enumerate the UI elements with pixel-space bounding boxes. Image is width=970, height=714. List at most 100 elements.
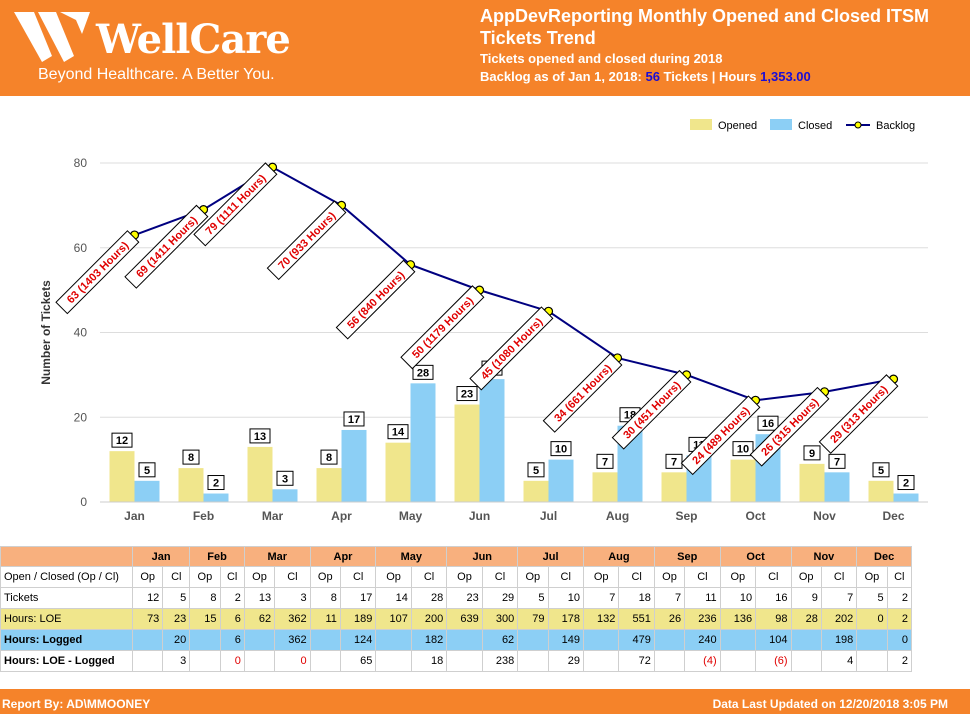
table-cell: 238 (481, 650, 519, 672)
x-tick-label: Dec (882, 509, 904, 523)
table-cell: 11 (309, 608, 341, 630)
legend-swatch-closed (770, 119, 792, 130)
table-cell: 362 (274, 629, 311, 651)
table-cell-empty (653, 629, 686, 651)
report-subtitle: Tickets opened and closed during 2018 (480, 51, 723, 66)
opened-data-label: 5 (533, 465, 539, 477)
backlog-callout: 79 (1111 Hours) (193, 162, 278, 247)
closed-bar (893, 493, 919, 502)
backlog-summary: Backlog as of Jan 1, 2018: 56 Tickets | … (480, 68, 960, 86)
table-row: Tickets 12 5 8 2 13 3 8 17 14 28 23 29 5 10 7 18 7 11 10 16 9… (0, 587, 913, 609)
x-tick-label: May (399, 509, 423, 523)
opened-data-label-box (456, 386, 478, 402)
opened-data-label: 23 (461, 389, 473, 401)
tickets-summary-table: Jan Feb Mar Apr May Jun Jul Aug Sep Oct Nov Dec Ope… (0, 546, 913, 672)
table-cell: 4 (820, 650, 858, 672)
opened-data-label: 5 (878, 465, 884, 477)
backlog-callout-box (124, 204, 209, 289)
backlog-callout-box (400, 285, 485, 370)
table-month-header: Dec (856, 546, 912, 567)
legend-label-backlog: Backlog (876, 120, 915, 132)
table-op-header: Op (582, 566, 620, 588)
table-cl-header: Cl (547, 566, 584, 588)
table-cell: 479 (618, 629, 655, 651)
table-cell-empty (856, 650, 888, 672)
table-cell: 28 (790, 608, 822, 630)
backlog-callout: 56 (840 Hours) (335, 259, 416, 340)
table-cell: 0 (274, 650, 311, 672)
table-cell: 149 (547, 629, 584, 651)
table-op-header: Op (517, 566, 549, 588)
opened-bar (454, 404, 480, 502)
table-row: Hours: LOE 73 23 15 6 62 362 11 189 107 200 639 300 7… (0, 608, 913, 630)
opened-data-label: 14 (392, 427, 405, 439)
table-row: Hours: Logged 20 6 362 124 182 62 149 479 240 104 1… (0, 629, 913, 651)
backlog-callout-box (469, 306, 554, 391)
backlog-callout-box (680, 395, 761, 476)
closed-data-label: 2 (213, 478, 219, 490)
table-cell: 18 (618, 587, 655, 609)
opened-data-label-box (732, 441, 754, 457)
table-cell: 14 (375, 587, 412, 609)
table-cell: 62 (481, 629, 519, 651)
table-cell: 15 (189, 608, 221, 630)
closed-data-label: 10 (555, 444, 567, 456)
report-by: Report By: AD\MMOONEY (2, 697, 151, 711)
table-cell: 362 (274, 608, 311, 630)
table-row-label: Hours: LOE - Logged (0, 650, 133, 672)
y-tick-label: 40 (74, 326, 88, 340)
closed-data-label-box (276, 470, 294, 486)
y-tick-label: 60 (74, 241, 88, 255)
table-cell: 3 (162, 650, 191, 672)
wellcare-logo: WellCare Beyond Healthcare. A Better You… (12, 6, 312, 90)
table-cell: (4) (684, 650, 721, 672)
backlog-callout-box (749, 386, 830, 467)
table-cell: 23 (162, 608, 191, 630)
closed-data-label-box (412, 364, 434, 380)
backlog-data-label: 70 (933 Hours) (276, 210, 338, 272)
closed-data-label-box (550, 441, 572, 457)
table-cell: 0 (886, 629, 913, 651)
table-cell: 10 (719, 587, 757, 609)
closed-data-label: 7 (834, 456, 840, 468)
table-op-header: Op (309, 566, 341, 588)
opened-data-label-box (111, 432, 133, 448)
table-cell: 8 (309, 587, 341, 609)
closed-bar (272, 489, 298, 502)
backlog-callout-box (193, 162, 278, 247)
table-op-header: Op (243, 566, 276, 588)
closed-data-label: 16 (762, 418, 774, 430)
opened-data-label: 9 (809, 448, 815, 460)
backlog-data-label: 24 (489 Hours) (690, 405, 752, 467)
closed-data-label-box (828, 453, 846, 469)
logo-tagline: Beyond Healthcare. A Better You. (38, 66, 275, 83)
table-cl-header: Cl (755, 566, 792, 588)
table-cell-empty (131, 650, 164, 672)
table-op-header: Op (856, 566, 888, 588)
report-header: WellCare Beyond Healthcare. A Better You… (0, 0, 970, 96)
table-cell: 5 (517, 587, 549, 609)
table-cell-empty (790, 629, 822, 651)
opened-bar (523, 480, 549, 502)
table-cl-header: Cl (886, 566, 913, 588)
table-cell-empty (582, 650, 620, 672)
table-cell-empty (446, 650, 483, 672)
table-cell-empty (131, 629, 164, 651)
table-cell: 124 (339, 629, 377, 651)
table-month-header: Oct (719, 546, 792, 567)
table-cell: 104 (755, 629, 792, 651)
opened-data-label-box (665, 453, 683, 469)
closed-data-label-box (343, 411, 365, 427)
legend-swatch-opened (690, 119, 712, 130)
opened-data-label: 7 (671, 456, 677, 468)
table-cell: 136 (719, 608, 757, 630)
table-body: Open / Closed (Op / Cl) Op Cl Op Cl Op Cl Op Cl O… (0, 566, 913, 672)
opened-bar (109, 451, 135, 502)
wellcare-swoosh-icon (14, 12, 90, 62)
table-op-header: Op (446, 566, 483, 588)
closed-bar (134, 480, 160, 502)
table-cell-empty (653, 650, 686, 672)
closed-bar (548, 459, 574, 502)
table-cell: 26 (653, 608, 686, 630)
table-cell: 62 (243, 608, 276, 630)
